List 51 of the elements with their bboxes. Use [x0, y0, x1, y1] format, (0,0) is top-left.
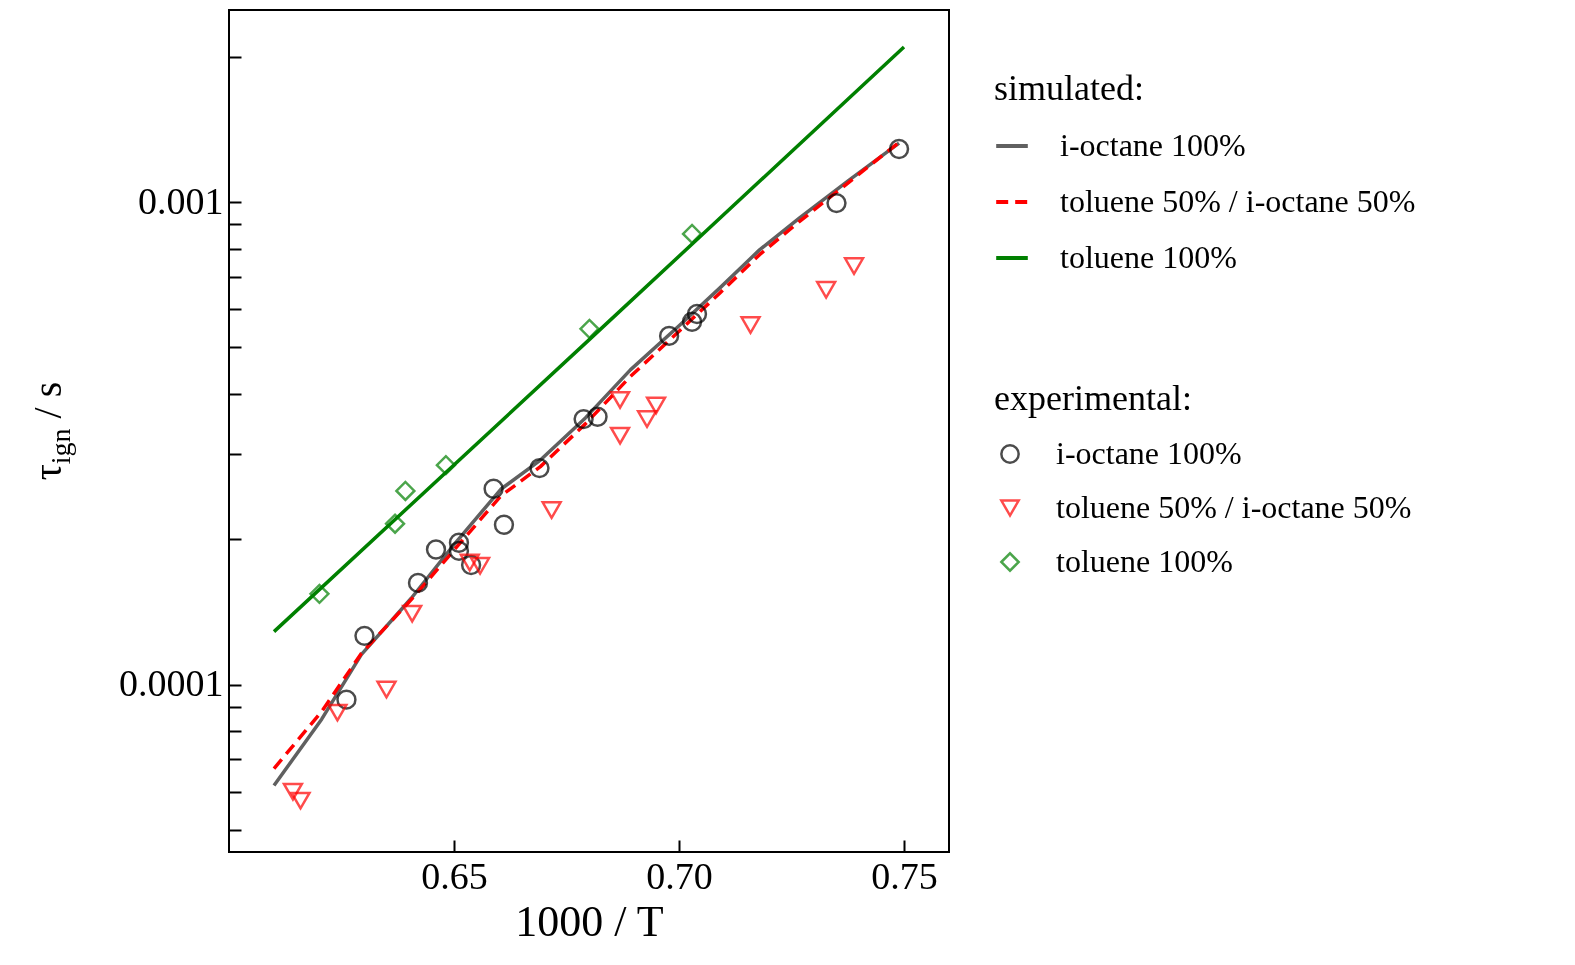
legend-label: i-octane 100%	[1056, 435, 1242, 471]
point	[740, 316, 761, 335]
legend-label: toluene 100%	[1056, 543, 1233, 579]
point	[587, 406, 608, 427]
y-tick-label: 0.001	[138, 179, 224, 222]
x-tick-label: 0.65	[421, 854, 488, 897]
point	[686, 303, 708, 325]
point	[579, 318, 600, 340]
point	[826, 192, 847, 214]
point	[282, 782, 304, 801]
legend-label: i-octane 100%	[1060, 127, 1246, 163]
point	[407, 572, 429, 594]
point	[459, 553, 480, 572]
x-tick-label: 0.75	[871, 854, 938, 897]
point	[448, 532, 470, 553]
text: experimental:	[994, 378, 1192, 418]
x-tick-label: 0.70	[646, 854, 713, 897]
legend-label: toluene 100%	[1060, 239, 1237, 275]
point	[354, 625, 375, 647]
point	[384, 513, 406, 534]
point	[658, 325, 680, 347]
point	[609, 426, 631, 445]
point	[493, 514, 515, 535]
x-axis-title: 1000 / T	[515, 896, 664, 946]
legend-label: toluene 50% / i-octane 50%	[1056, 489, 1412, 525]
legend-label: toluene 50% / i-octane 50%	[1060, 183, 1416, 219]
point	[483, 478, 504, 499]
y-tick-label: 0.0001	[119, 662, 224, 705]
point	[290, 791, 311, 810]
point	[425, 539, 447, 560]
point	[309, 583, 330, 605]
point	[448, 540, 470, 562]
point	[681, 311, 703, 332]
point	[529, 457, 550, 479]
text: simulated:	[994, 68, 1144, 108]
point	[469, 556, 491, 575]
point	[395, 480, 416, 502]
point	[681, 223, 703, 245]
point	[541, 501, 562, 520]
point	[636, 410, 658, 429]
point	[435, 454, 457, 476]
point	[401, 604, 423, 623]
point	[645, 396, 667, 415]
point	[888, 138, 910, 160]
point	[376, 680, 397, 699]
point	[573, 408, 594, 430]
point	[336, 689, 357, 710]
point	[815, 280, 837, 299]
point	[843, 257, 865, 275]
point	[609, 390, 631, 409]
point	[327, 703, 348, 722]
